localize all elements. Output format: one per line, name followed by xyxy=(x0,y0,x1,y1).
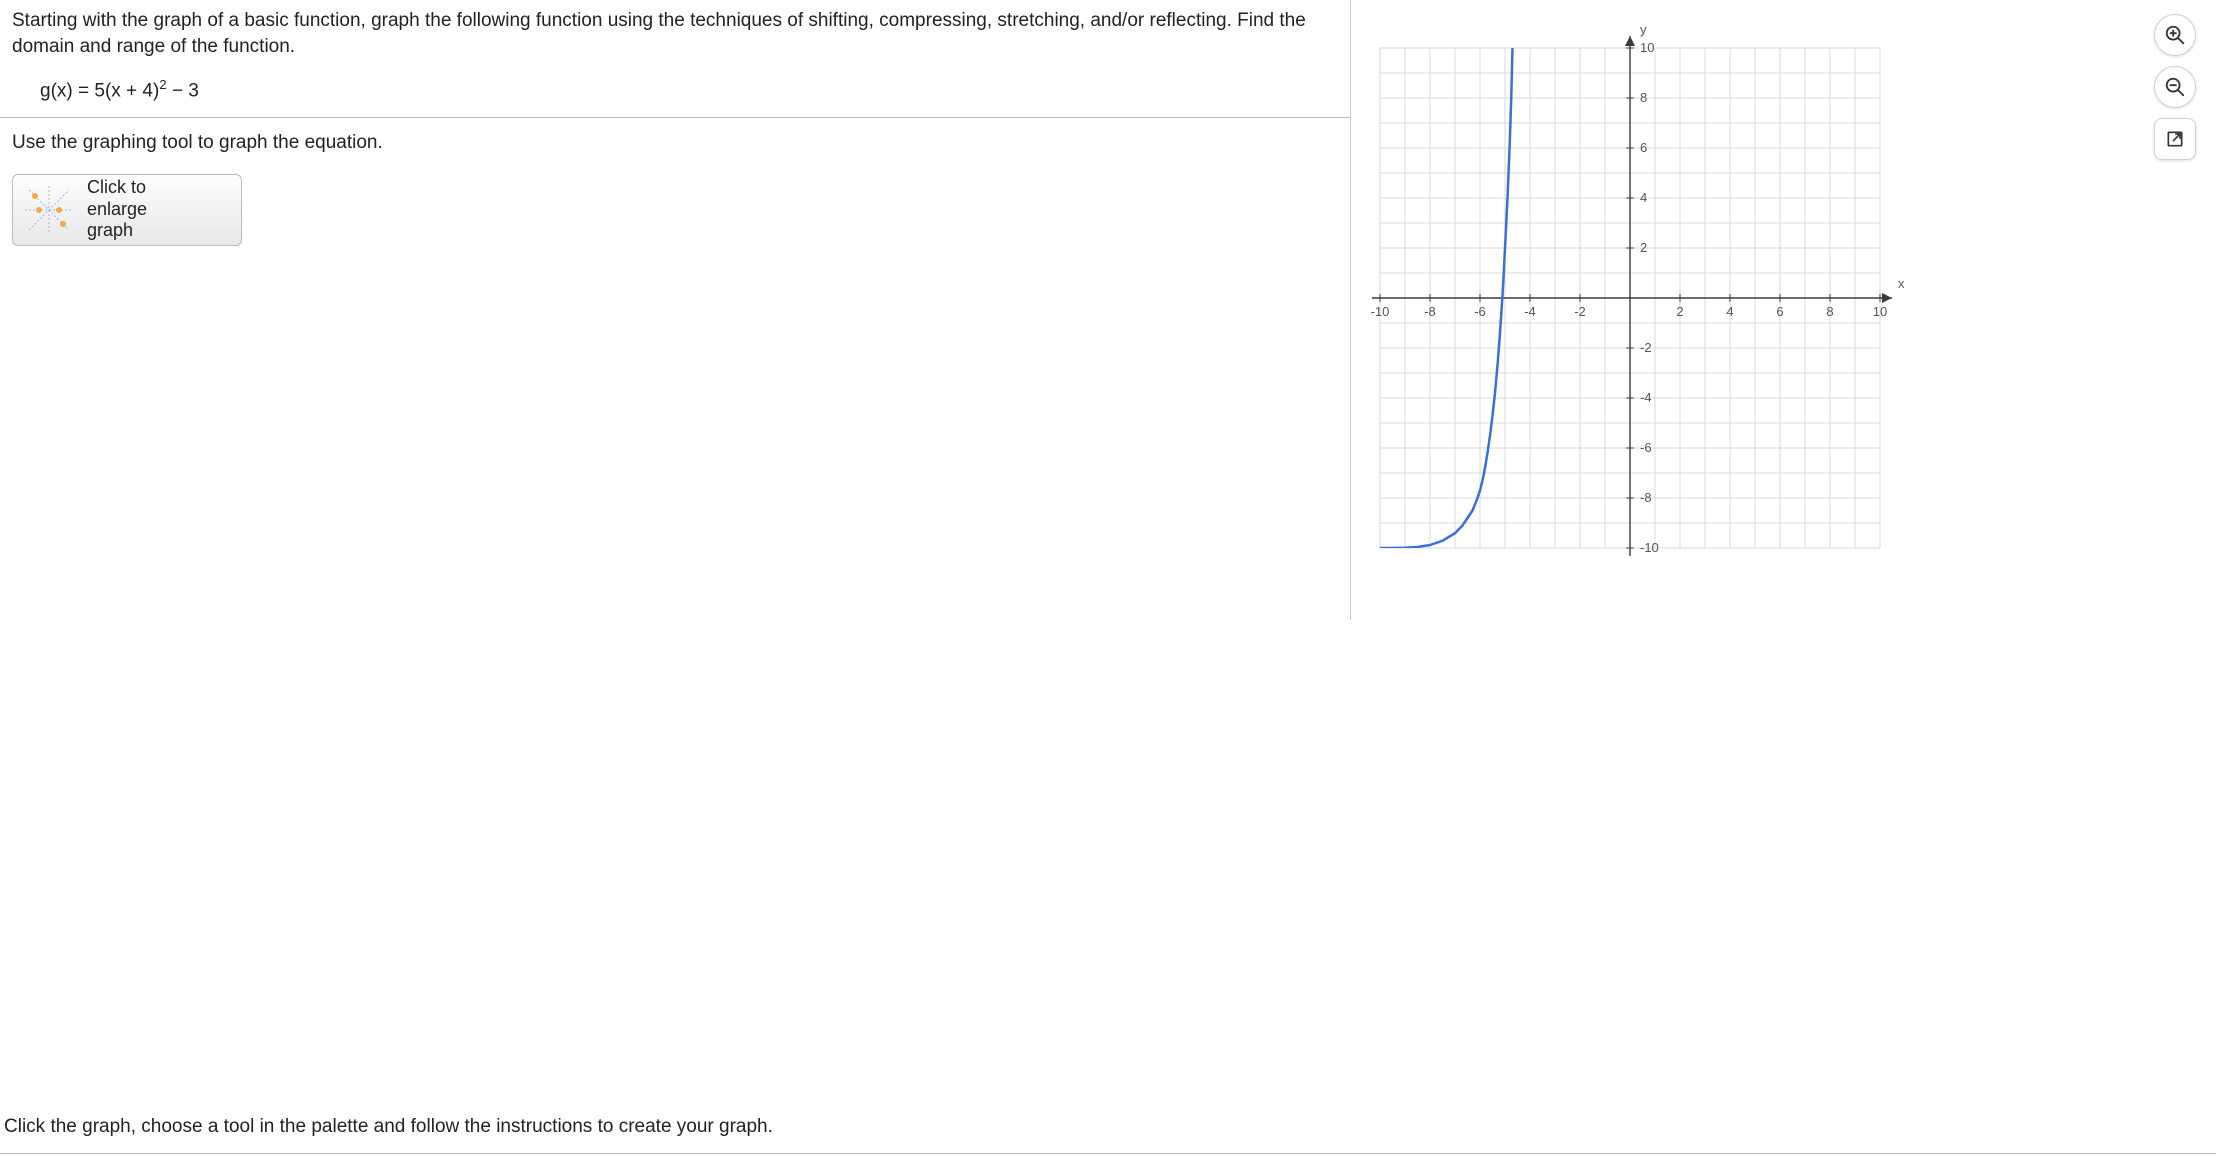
svg-text:2: 2 xyxy=(1640,240,1647,255)
enlarge-line2: enlarge xyxy=(87,199,147,221)
svg-text:-8: -8 xyxy=(1424,304,1436,319)
popout-icon xyxy=(2165,129,2185,149)
enlarge-line1: Click to xyxy=(87,177,147,199)
svg-text:x: x xyxy=(1898,276,1905,291)
bottom-instruction: Click the graph, choose a tool in the pa… xyxy=(0,1108,2216,1138)
svg-text:8: 8 xyxy=(1826,304,1833,319)
graph-tool-icon xyxy=(21,182,77,238)
zoom-out-button[interactable] xyxy=(2154,66,2196,108)
vertical-divider xyxy=(1350,0,1351,620)
svg-text:-2: -2 xyxy=(1574,304,1586,319)
zoom-in-button[interactable] xyxy=(2154,14,2196,56)
graph-area[interactable]: -10 -8 -6 -4 -2 2 4 6 8 10 -10 -8 -6 -4 -2 2 4 6 8 10 x y xyxy=(1350,18,1910,578)
svg-text:6: 6 xyxy=(1776,304,1783,319)
problem-intro: Starting with the graph of a basic funct… xyxy=(0,8,1350,69)
equation-suffix: − 3 xyxy=(167,81,199,102)
svg-text:10: 10 xyxy=(1873,304,1887,319)
svg-text:10: 10 xyxy=(1640,40,1654,55)
zoom-in-icon xyxy=(2164,24,2186,46)
graph-panel: -10 -8 -6 -4 -2 2 4 6 8 10 -10 -8 -6 -4 -2 2 4 6 8 10 x y xyxy=(1350,0,1950,578)
graph-toolbar xyxy=(2154,14,2196,160)
svg-text:-10: -10 xyxy=(1640,540,1659,555)
enlarge-line3: graph xyxy=(87,220,147,242)
bottom-divider xyxy=(0,1153,2216,1154)
svg-text:4: 4 xyxy=(1640,190,1647,205)
graph-instruction: Use the graphing tool to graph the equat… xyxy=(0,126,1350,168)
svg-text:2: 2 xyxy=(1676,304,1683,319)
svg-text:-2: -2 xyxy=(1640,340,1652,355)
svg-text:-10: -10 xyxy=(1371,304,1390,319)
enlarge-graph-button[interactable]: Click to enlarge graph xyxy=(12,174,242,246)
enlarge-label: Click to enlarge graph xyxy=(87,177,147,242)
svg-text:-6: -6 xyxy=(1474,304,1486,319)
svg-text:-6: -6 xyxy=(1640,440,1652,455)
problem-panel: Starting with the graph of a basic funct… xyxy=(0,0,1350,578)
svg-text:y: y xyxy=(1640,22,1647,37)
svg-text:6: 6 xyxy=(1640,140,1647,155)
svg-text:-8: -8 xyxy=(1640,490,1652,505)
zoom-out-icon xyxy=(2164,76,2186,98)
svg-text:4: 4 xyxy=(1726,304,1733,319)
divider xyxy=(0,117,1350,118)
svg-text:-4: -4 xyxy=(1640,390,1652,405)
equation: g(x) = 5(x + 4)2 − 3 xyxy=(0,69,1350,114)
equation-exponent: 2 xyxy=(159,77,166,92)
equation-prefix: g(x) = 5(x + 4) xyxy=(40,81,159,102)
svg-text:-4: -4 xyxy=(1524,304,1536,319)
svg-text:8: 8 xyxy=(1640,90,1647,105)
popout-button[interactable] xyxy=(2154,118,2196,160)
